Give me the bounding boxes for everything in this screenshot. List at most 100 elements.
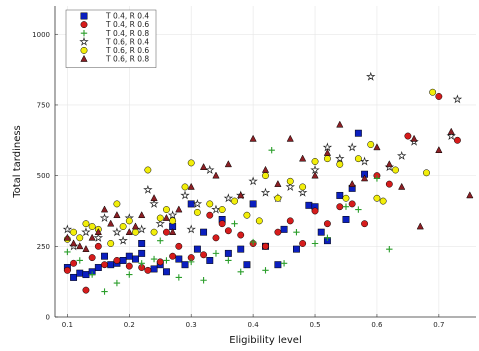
data-point <box>342 203 350 210</box>
data-point <box>293 245 300 253</box>
data-point <box>132 228 139 236</box>
legend-label: T 0.4, R 0.8 <box>105 29 149 38</box>
data-point <box>224 160 232 168</box>
data-point <box>63 266 71 274</box>
data-point <box>138 211 146 219</box>
data-point <box>212 234 220 242</box>
data-point <box>81 227 91 237</box>
data-point <box>101 252 108 260</box>
plot-frame <box>54 6 476 318</box>
data-point <box>205 165 215 174</box>
data-point <box>223 193 234 203</box>
data-point <box>100 205 109 213</box>
data-point <box>125 228 133 235</box>
data-point <box>144 266 152 274</box>
data-point <box>101 261 108 269</box>
data-point <box>63 233 71 241</box>
data-point <box>69 239 78 247</box>
data-point <box>150 265 158 273</box>
data-point <box>396 150 407 160</box>
data-point <box>169 252 177 260</box>
data-point <box>206 200 214 208</box>
data-point <box>322 142 333 152</box>
legend-marker <box>80 30 88 37</box>
data-point <box>118 235 128 245</box>
legend-label: T 0.6, R 0.4 <box>105 37 149 46</box>
data-point <box>249 134 257 142</box>
y-tick-label: 750 <box>37 101 50 109</box>
data-point <box>188 258 195 266</box>
legend-label: T 0.4, R 0.6 <box>105 20 149 29</box>
data-point <box>447 127 455 135</box>
data-point <box>453 136 461 144</box>
legend-box <box>65 9 157 68</box>
data-point <box>187 159 195 167</box>
series-3 <box>64 146 393 295</box>
data-point <box>143 184 153 194</box>
data-point <box>299 154 307 162</box>
y-tick-label: 500 <box>37 172 50 180</box>
data-point <box>237 231 245 239</box>
data-point <box>88 233 96 241</box>
data-point <box>82 220 90 228</box>
data-point <box>113 279 121 287</box>
data-point <box>373 194 381 202</box>
data-point <box>193 208 201 216</box>
data-point <box>452 94 463 104</box>
data-points <box>62 71 474 295</box>
data-point <box>286 217 294 225</box>
data-point <box>237 268 244 275</box>
data-point <box>285 182 295 191</box>
data-point <box>342 216 350 223</box>
data-point <box>446 131 456 141</box>
data-point <box>280 225 288 233</box>
data-point <box>385 160 393 168</box>
data-point <box>99 213 110 223</box>
data-point <box>274 194 282 202</box>
x-tick-label: 0.6 <box>371 321 383 329</box>
data-point <box>324 234 331 242</box>
data-point <box>125 262 133 270</box>
data-point <box>404 132 412 140</box>
data-point <box>218 220 226 228</box>
data-point <box>268 146 275 154</box>
data-point <box>132 255 139 263</box>
data-point <box>348 179 356 187</box>
data-point <box>323 155 331 163</box>
data-point <box>206 211 214 219</box>
data-point <box>88 271 96 278</box>
legend: T 0.4, R 0.4T 0.4, R 0.6T 0.4, R 0.8T 0.… <box>65 9 157 68</box>
data-point <box>280 260 288 267</box>
data-point <box>126 271 133 278</box>
data-point <box>299 183 307 191</box>
data-point <box>311 240 319 247</box>
data-point <box>150 228 158 236</box>
data-point <box>274 179 282 187</box>
data-point <box>162 206 170 214</box>
data-point <box>187 182 195 190</box>
data-point <box>82 245 90 252</box>
data-point <box>136 224 147 234</box>
data-point <box>231 220 238 227</box>
data-point <box>385 180 393 188</box>
data-point <box>163 257 170 264</box>
data-point <box>175 255 183 263</box>
data-point <box>305 201 313 209</box>
x-axis-title: Eligibility level <box>229 335 301 346</box>
data-point <box>93 232 104 242</box>
data-point <box>180 190 190 200</box>
data-point <box>354 129 362 137</box>
legend-marker <box>79 36 89 46</box>
data-point <box>355 206 362 213</box>
data-point <box>157 237 164 244</box>
data-point <box>76 257 83 264</box>
data-point <box>125 252 133 260</box>
data-point <box>336 203 344 211</box>
data-point <box>167 210 178 220</box>
data-point <box>224 249 232 257</box>
data-point <box>293 228 300 236</box>
data-point <box>410 134 418 142</box>
data-point <box>243 211 251 219</box>
data-point <box>286 134 294 142</box>
data-point <box>286 177 294 185</box>
